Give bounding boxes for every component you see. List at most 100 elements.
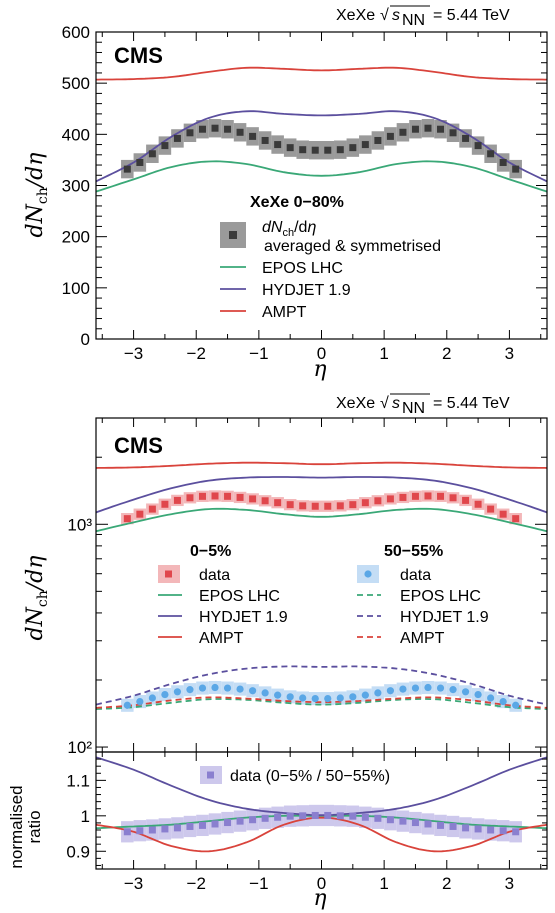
data-point	[224, 819, 232, 827]
data-point	[336, 812, 344, 820]
data-point	[424, 124, 432, 132]
data-point-peripheral	[487, 694, 495, 702]
data-point	[399, 128, 407, 136]
data-point-central	[274, 499, 282, 507]
y-tick-label: 0	[81, 330, 90, 349]
data-point	[299, 146, 307, 154]
sqrt-sign: √	[380, 395, 389, 412]
data-point-central	[424, 492, 432, 500]
data-point	[437, 125, 445, 133]
data-point	[474, 142, 482, 150]
legend-label: data (0−5% / 50−55%)	[230, 768, 390, 785]
data-point-central	[186, 494, 194, 502]
data-point	[186, 822, 194, 830]
y-tick-label: 300	[62, 177, 90, 196]
x-tick-label: −1	[249, 344, 268, 363]
data-point-peripheral	[474, 690, 482, 699]
data-point-central	[123, 515, 131, 523]
sqrt-sign: √	[380, 7, 389, 24]
x-tick-label: −3	[124, 874, 143, 893]
data-point-central	[161, 500, 169, 508]
data-point	[236, 128, 244, 136]
data-point	[211, 124, 219, 132]
data-point	[249, 132, 257, 140]
data-point-peripheral	[136, 697, 144, 706]
data-point-central	[324, 502, 332, 510]
legend-data-marker	[229, 231, 237, 239]
y-tick-label: 10³	[67, 515, 92, 534]
legend-data-sublabel: averaged & symmetrised	[264, 238, 441, 255]
data-point	[161, 825, 169, 833]
data-point	[123, 165, 131, 173]
data-point	[274, 141, 282, 149]
data-point-peripheral	[399, 685, 407, 693]
panel-ratio: −3 −2 −1 0 1 2 3 0.9 1 1.1	[66, 751, 548, 893]
panel-main-log: 10² 10³	[67, 417, 548, 757]
data-point	[386, 132, 394, 140]
data-point-peripheral	[123, 701, 131, 709]
data-point-peripheral	[198, 684, 207, 692]
data-point-central	[361, 499, 369, 507]
data-point-central	[474, 500, 482, 508]
data-point-central	[349, 501, 357, 509]
x-tick-label: 3	[505, 344, 514, 363]
data-point	[499, 158, 507, 166]
x-tick-label: 1	[379, 344, 388, 363]
data-point	[386, 816, 394, 824]
y-tick-label: 100	[62, 279, 90, 298]
data-point-central	[249, 495, 257, 503]
data-point	[361, 813, 369, 821]
legend-header-b: 50−55%	[384, 543, 443, 560]
y-tick-label: 1	[81, 807, 90, 826]
data-point	[411, 125, 419, 133]
data-point-central	[386, 495, 394, 503]
data-point-central	[261, 497, 269, 505]
model-curve-2	[95, 816, 548, 853]
data-point	[311, 811, 319, 819]
energy-prefix: XeXe	[336, 395, 375, 412]
legend-label-2: AMPT	[262, 304, 307, 321]
data-point	[261, 136, 269, 144]
legend-data-marker-b	[364, 570, 372, 578]
data-point-central	[462, 496, 470, 504]
data-point	[299, 812, 307, 820]
model-curve-2	[95, 461, 548, 469]
legend-label-b-3: AMPT	[400, 630, 445, 647]
data-point	[186, 129, 194, 137]
data-point	[462, 824, 470, 832]
data-point	[274, 813, 282, 821]
energy-s: s	[392, 395, 400, 412]
y-axis-title-bottom: dNch/dη	[23, 556, 51, 641]
y-tick-label: 500	[62, 74, 90, 93]
data-point-central	[411, 492, 419, 500]
data-point	[324, 146, 332, 154]
data-point	[512, 828, 520, 836]
data-point-peripheral	[173, 688, 182, 696]
cms-label-bottom: CMS	[114, 433, 163, 458]
data-point-peripheral	[311, 694, 319, 703]
legend-header-a: 0−5%	[190, 543, 231, 560]
data-point	[474, 825, 482, 833]
data-point-peripheral	[236, 685, 244, 693]
y-axis-title-ratio-2: ratio	[25, 810, 44, 843]
data-point	[236, 817, 244, 825]
legend-label-a-0: data	[199, 567, 230, 584]
model-curve-1	[95, 476, 548, 514]
y-axis-title-ratio-1: normalised	[7, 785, 26, 868]
legend-label-a-3: AMPT	[199, 630, 244, 647]
data-point-peripheral	[248, 687, 257, 695]
energy-prefix: XeXe	[336, 7, 375, 24]
data-point-central	[512, 515, 520, 523]
data-point	[173, 134, 181, 142]
legend-ratio: data (0−5% / 50−55%)	[200, 766, 390, 785]
data-point	[161, 142, 169, 150]
data-point-peripheral	[349, 693, 357, 701]
data-point-central	[198, 492, 206, 500]
data-point-central	[437, 492, 445, 500]
data-point-central	[374, 497, 382, 505]
data-point	[148, 826, 156, 834]
model-curve-2	[96, 66, 547, 81]
panel-top: −3 −2 −1 0 1 2 3 0 100 200 300 400 500 600	[62, 23, 548, 363]
data-point	[224, 125, 232, 133]
data-point-peripheral	[436, 684, 445, 692]
